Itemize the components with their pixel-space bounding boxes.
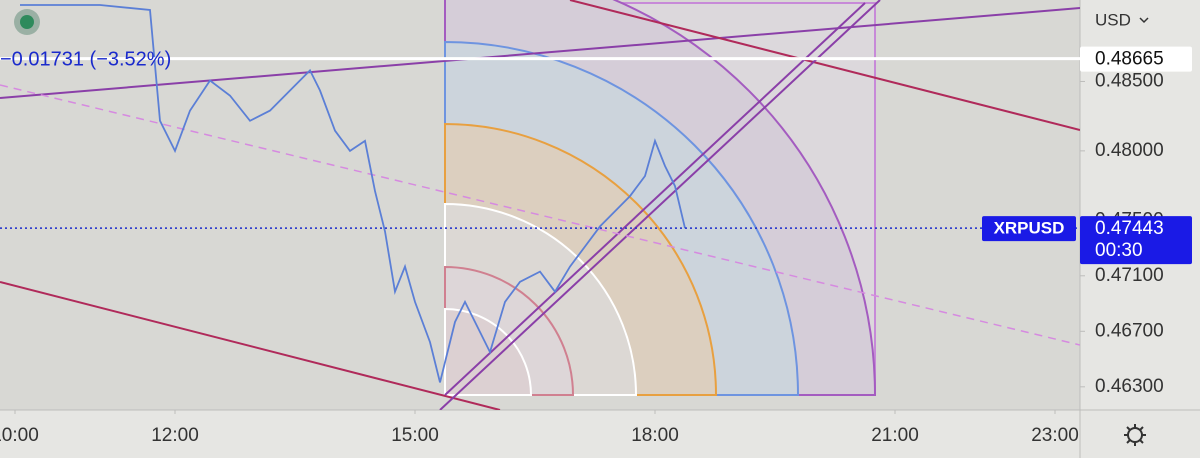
- y-tick-label: 0.46700: [1095, 320, 1164, 341]
- countdown-label: 00:30: [1095, 240, 1143, 261]
- trend-line: [0, 7, 1080, 99]
- price-axis-panel: [1081, 411, 1200, 458]
- y-tick-label: 0.47100: [1095, 265, 1164, 286]
- price-line: [20, 4, 686, 383]
- trend-line: [0, 84, 1080, 346]
- x-tick-label: 12:00: [151, 425, 199, 446]
- symbol-box: [982, 216, 1076, 242]
- time-axis-panel: [0, 410, 1080, 458]
- trend-line: [439, 0, 881, 410]
- currency[interactable]: USD: [1095, 10, 1131, 29]
- high-label-box: [1080, 46, 1192, 72]
- y-tick-label: 0.46300: [1095, 376, 1164, 397]
- trend-line: [0, 281, 501, 410]
- y-tick-label: 0.48500: [1095, 70, 1164, 91]
- price-layer: [0, 4, 1080, 383]
- x-tick-label: 21:00: [871, 425, 919, 446]
- y-tick-label: 0.48000: [1095, 140, 1164, 161]
- dropdown-icon[interactable]: [1139, 17, 1149, 24]
- symbol-label: XRPUSD: [994, 219, 1065, 238]
- trend-line: [569, 0, 1080, 131]
- x-tick-label: 15:00: [391, 425, 439, 446]
- last-price-box: [1080, 216, 1192, 265]
- change-label: −0.01731 (−3.52%): [0, 48, 171, 70]
- x-tick-label: 18:00: [631, 425, 679, 446]
- x-tick-label: 10:00: [0, 425, 39, 446]
- high-label: 0.48665: [1095, 49, 1164, 70]
- trend-line: [444, 2, 866, 396]
- status-dot: [20, 15, 34, 29]
- x-tick-label: 23:00: [1031, 425, 1079, 446]
- gear-teeth[interactable]: [1124, 424, 1146, 446]
- last-price-label: 0.47443: [1095, 218, 1164, 239]
- drawings: [0, 0, 1080, 410]
- settings-icon[interactable]: [1124, 424, 1146, 446]
- fib-arc: [444, 307, 533, 396]
